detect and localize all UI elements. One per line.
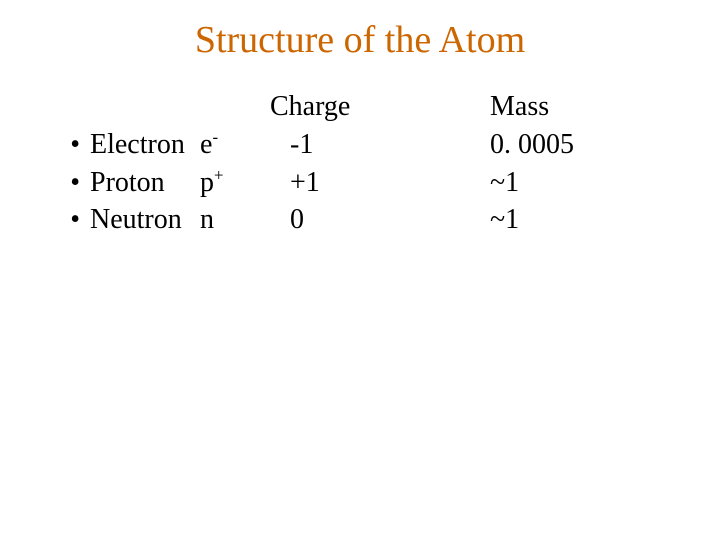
header-charge: Charge bbox=[260, 88, 490, 126]
particle-symbol: e- bbox=[200, 126, 260, 164]
particle-charge: 0 bbox=[260, 201, 490, 239]
particle-symbol: p+ bbox=[200, 164, 260, 202]
particle-name: Electron bbox=[90, 126, 200, 164]
table-row: • Electron e- -1 0. 0005 bbox=[0, 126, 720, 164]
table-row: • Neutron n 0 ~1 bbox=[0, 201, 720, 239]
table-row: • Proton p+ +1 ~1 bbox=[0, 164, 720, 202]
bullet-icon: • bbox=[0, 126, 90, 164]
header-row: Charge Mass bbox=[0, 88, 720, 126]
page-title: Structure of the Atom bbox=[0, 18, 720, 62]
content-table: Charge Mass • Electron e- -1 0. 0005 • P… bbox=[0, 88, 720, 239]
particle-symbol: n bbox=[200, 201, 260, 239]
particle-mass: ~1 bbox=[490, 201, 670, 239]
particle-name: Neutron bbox=[90, 201, 200, 239]
particle-charge: -1 bbox=[260, 126, 490, 164]
particle-mass: ~1 bbox=[490, 164, 670, 202]
header-mass: Mass bbox=[490, 88, 670, 126]
particle-mass: 0. 0005 bbox=[490, 126, 670, 164]
particle-name: Proton bbox=[90, 164, 200, 202]
bullet-icon: • bbox=[0, 201, 90, 239]
bullet-icon: • bbox=[0, 164, 90, 202]
particle-charge: +1 bbox=[260, 164, 490, 202]
